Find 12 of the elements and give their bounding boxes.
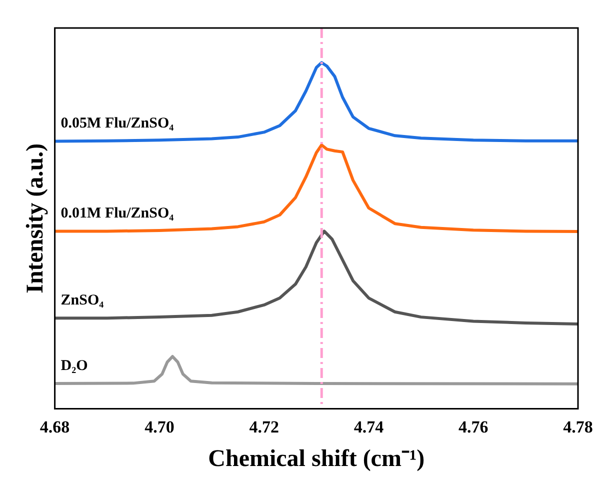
- x-tick-label: 4.70: [144, 417, 174, 436]
- series-label: 0.01M Flu/ZnSO₄: [60, 206, 174, 222]
- y-axis-title: Intensity (a.u.): [22, 143, 49, 294]
- x-axis-title: Chemical shift (cm⁻¹): [208, 446, 425, 472]
- series-label: 0.05M Flu/ZnSO₄: [60, 116, 174, 132]
- series-label: D₂O: [60, 358, 88, 374]
- x-tick-label: 4.76: [458, 417, 488, 436]
- series-label: ZnSO₄: [60, 292, 104, 308]
- x-tick-label: 4.78: [563, 417, 593, 436]
- x-tick-label: 4.72: [249, 417, 279, 436]
- x-tick-label: 4.74: [354, 417, 384, 436]
- x-tick-label: 4.68: [40, 417, 70, 436]
